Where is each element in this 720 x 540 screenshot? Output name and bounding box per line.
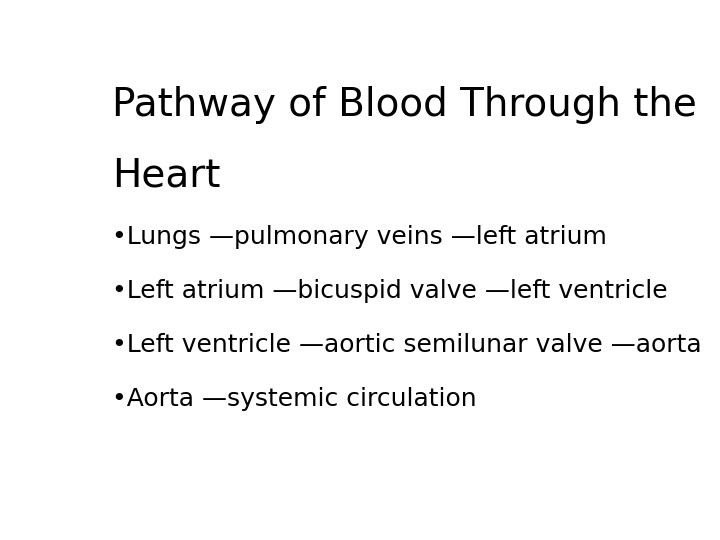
Text: •Aorta —systemic circulation: •Aorta —systemic circulation xyxy=(112,387,477,411)
Text: •Left ventricle —aortic semilunar valve —aorta: •Left ventricle —aortic semilunar valve … xyxy=(112,333,702,357)
Text: Pathway of Blood Through the: Pathway of Blood Through the xyxy=(112,85,697,124)
Text: Heart: Heart xyxy=(112,156,221,194)
Text: •Lungs —pulmonary veins —left atrium: •Lungs —pulmonary veins —left atrium xyxy=(112,225,607,249)
Text: •Left atrium —bicuspid valve —left ventricle: •Left atrium —bicuspid valve —left ventr… xyxy=(112,279,668,303)
